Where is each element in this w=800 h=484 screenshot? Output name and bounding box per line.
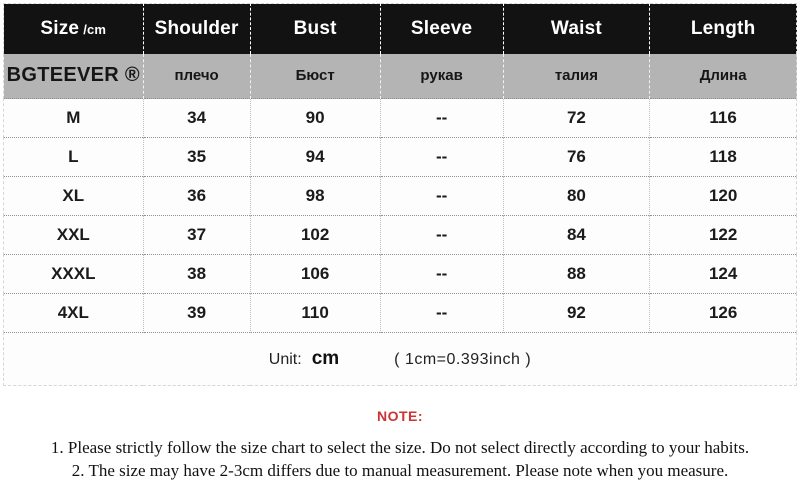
sleeve-value: -- [380, 293, 504, 333]
note-line-1: 1. Please strictly follow the size chart… [50, 438, 750, 457]
length-value: 116 [649, 98, 797, 138]
size-label: XXXL [3, 254, 144, 294]
waist-value: 92 [503, 293, 651, 333]
unit-value: cm [311, 348, 340, 369]
unit-line: Unit: cm ( 1cm=0.393inch ) [4, 348, 796, 370]
header-waist: Waist [503, 3, 651, 54]
size-label: XL [3, 176, 144, 216]
header-size-label: Size [40, 17, 80, 39]
shoulder-value: 36 [143, 176, 251, 216]
size-label: XXL [3, 215, 144, 255]
bust-value: 98 [250, 176, 381, 216]
shoulder-value: 35 [143, 137, 251, 177]
note-title: NOTE: [376, 408, 424, 424]
length-value: 126 [649, 293, 797, 333]
header-length: Length [649, 3, 797, 54]
waist-value: 72 [503, 98, 651, 138]
header-shoulder: Shoulder [143, 3, 251, 54]
table-translation-row: BGTEEVER ® плечо Бюст рукав талия Длина [3, 53, 797, 99]
translation-sleeve: рукав [380, 53, 504, 99]
sleeve-value: -- [380, 176, 504, 216]
size-label: 4XL [3, 293, 144, 333]
length-value: 120 [649, 176, 797, 216]
table-row-4xl: 4XL 39 110 -- 92 126 [3, 293, 797, 333]
table-row-xxl: XXL 37 102 -- 84 122 [3, 215, 797, 255]
bust-value: 94 [250, 137, 381, 177]
bust-value: 106 [250, 254, 381, 294]
size-label: M [3, 98, 144, 138]
length-value: 122 [649, 215, 797, 255]
sleeve-value: -- [380, 137, 504, 177]
sleeve-value: -- [380, 215, 504, 255]
translation-waist: талия [503, 53, 651, 99]
waist-value: 88 [503, 254, 651, 294]
shoulder-value: 39 [143, 293, 251, 333]
length-value: 118 [649, 137, 797, 177]
translation-bust: Бюст [250, 53, 381, 99]
header-size: Size/cm [3, 3, 144, 54]
header-bust: Bust [250, 3, 381, 54]
note-line-2: 2. The size may have 2-3cm differs due t… [71, 461, 729, 480]
size-label: L [3, 137, 144, 177]
header-size-unit: /cm [83, 21, 107, 37]
translation-shoulder: плечо [143, 53, 251, 99]
notes-section: NOTE: 1. Please strictly follow the size… [3, 408, 797, 482]
unit-conversion: ( 1cm=0.393inch ) [394, 351, 532, 368]
bust-value: 110 [250, 293, 381, 333]
waist-value: 84 [503, 215, 651, 255]
unit-row: Unit: cm ( 1cm=0.393inch ) [3, 332, 797, 386]
length-value: 124 [649, 254, 797, 294]
unit-label: Unit: [268, 351, 302, 368]
shoulder-value: 38 [143, 254, 251, 294]
bust-value: 102 [250, 215, 381, 255]
table-row-l: L 35 94 -- 76 118 [3, 137, 797, 177]
brand-label: BGTEEVER ® [3, 53, 144, 99]
sleeve-value: -- [380, 254, 504, 294]
waist-value: 76 [503, 137, 651, 177]
waist-value: 80 [503, 176, 651, 216]
table-row-xl: XL 36 98 -- 80 120 [3, 176, 797, 216]
shoulder-value: 34 [143, 98, 251, 138]
table-row-xxxl: XXXL 38 106 -- 88 124 [3, 254, 797, 294]
table-row-m: M 34 90 -- 72 116 [3, 98, 797, 138]
table-header-row: Size/cm Shoulder Bust Sleeve Waist Lengt… [3, 3, 797, 54]
header-sleeve: Sleeve [380, 3, 504, 54]
sleeve-value: -- [380, 98, 504, 138]
size-chart-table: Size/cm Shoulder Bust Sleeve Waist Lengt… [3, 3, 797, 386]
translation-length: Длина [649, 53, 797, 99]
bust-value: 90 [250, 98, 381, 138]
shoulder-value: 37 [143, 215, 251, 255]
